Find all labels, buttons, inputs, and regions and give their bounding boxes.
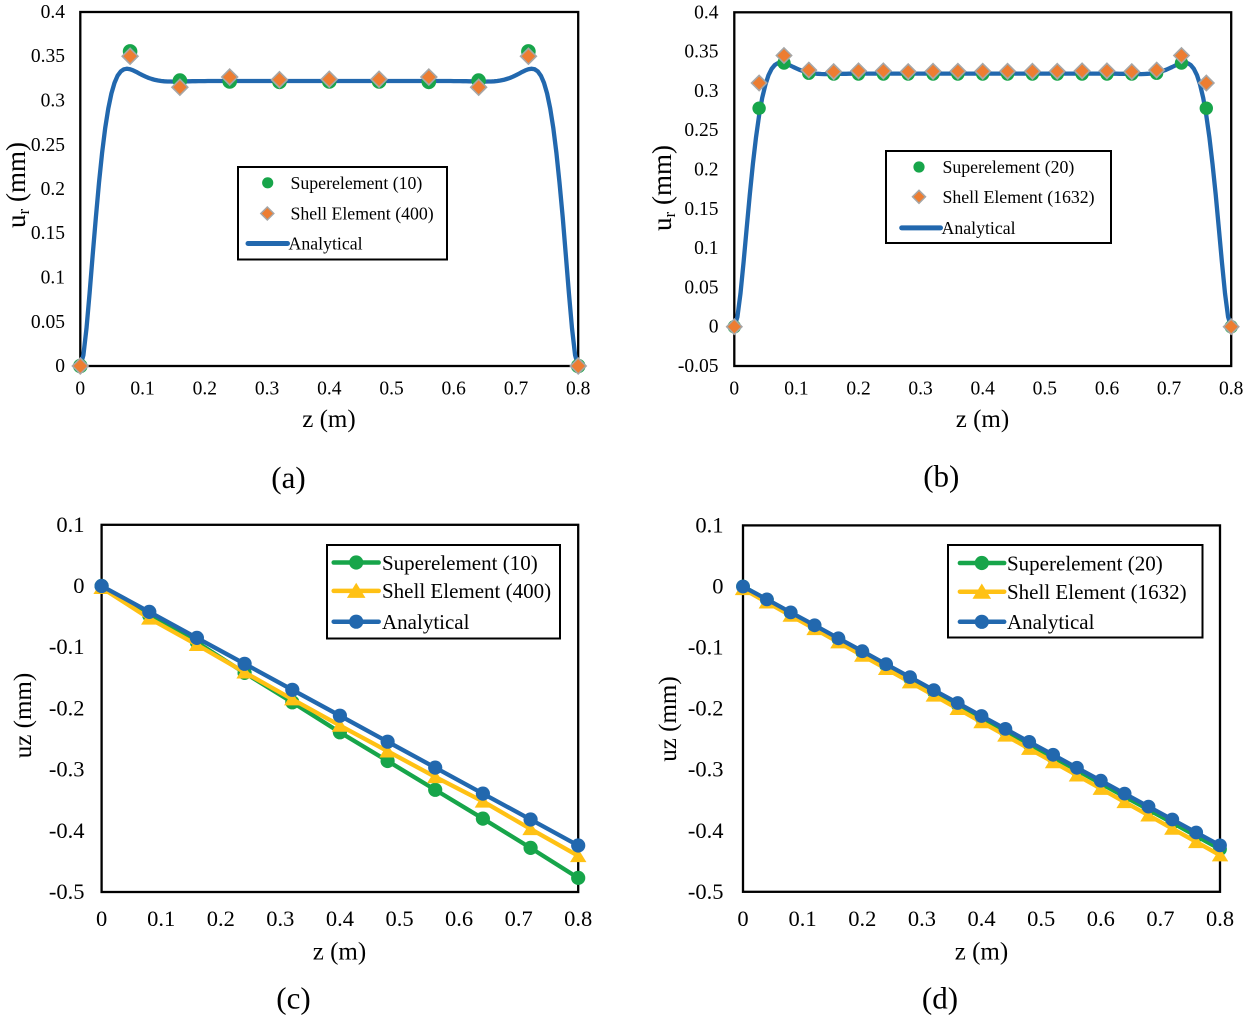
svg-text:0: 0 bbox=[737, 906, 748, 931]
svg-text:z (m): z (m) bbox=[955, 939, 1008, 966]
svg-text:-0.2: -0.2 bbox=[49, 695, 85, 720]
svg-text:Superelement (20): Superelement (20) bbox=[1007, 551, 1163, 575]
svg-text:0.05: 0.05 bbox=[31, 312, 65, 333]
svg-text:0.3: 0.3 bbox=[255, 379, 279, 400]
svg-text:uz (mm): uz (mm) bbox=[10, 673, 37, 758]
svg-text:Superelement (20): Superelement (20) bbox=[943, 157, 1075, 178]
svg-text:-0.3: -0.3 bbox=[688, 757, 724, 782]
svg-text:0: 0 bbox=[729, 379, 739, 400]
svg-text:(b): (b) bbox=[923, 459, 959, 494]
svg-text:-0.3: -0.3 bbox=[49, 757, 85, 782]
svg-text:Analytical: Analytical bbox=[382, 610, 470, 634]
svg-text:0.2: 0.2 bbox=[848, 906, 876, 931]
svg-text:ur (mm): ur (mm) bbox=[1, 142, 33, 228]
svg-text:0: 0 bbox=[55, 356, 65, 377]
svg-text:(c): (c) bbox=[276, 981, 310, 1016]
svg-text:0.1: 0.1 bbox=[784, 379, 808, 400]
svg-text:0.35: 0.35 bbox=[684, 42, 718, 63]
svg-text:0.1: 0.1 bbox=[41, 268, 65, 289]
svg-text:0: 0 bbox=[73, 573, 84, 598]
svg-text:Shell Element (1632): Shell Element (1632) bbox=[1007, 580, 1187, 604]
svg-text:-0.05: -0.05 bbox=[678, 356, 719, 377]
svg-text:0.2: 0.2 bbox=[207, 906, 235, 931]
svg-text:0.2: 0.2 bbox=[41, 179, 65, 200]
svg-text:0.1: 0.1 bbox=[695, 512, 723, 537]
svg-text:0.25: 0.25 bbox=[31, 135, 65, 156]
svg-text:z (m): z (m) bbox=[313, 939, 366, 966]
svg-text:0.25: 0.25 bbox=[684, 120, 718, 141]
svg-text:0.6: 0.6 bbox=[442, 379, 467, 400]
svg-text:0.7: 0.7 bbox=[1146, 906, 1174, 931]
svg-text:0.8: 0.8 bbox=[564, 906, 592, 931]
svg-text:0.1: 0.1 bbox=[694, 238, 718, 259]
svg-text:0.8: 0.8 bbox=[566, 379, 590, 400]
svg-text:0.5: 0.5 bbox=[1027, 906, 1055, 931]
svg-text:0.15: 0.15 bbox=[684, 199, 718, 220]
svg-text:z (m): z (m) bbox=[302, 406, 355, 433]
svg-text:0.4: 0.4 bbox=[967, 906, 995, 931]
svg-text:0.6: 0.6 bbox=[1095, 379, 1120, 400]
svg-text:0.5: 0.5 bbox=[385, 906, 413, 931]
svg-text:0.7: 0.7 bbox=[505, 906, 533, 931]
svg-text:Analytical: Analytical bbox=[1007, 610, 1095, 634]
svg-text:0.3: 0.3 bbox=[908, 379, 932, 400]
svg-text:0.4: 0.4 bbox=[326, 906, 354, 931]
svg-text:0: 0 bbox=[709, 317, 719, 338]
svg-text:0.6: 0.6 bbox=[445, 906, 473, 931]
svg-text:Analytical: Analytical bbox=[289, 234, 363, 254]
svg-text:0.4: 0.4 bbox=[971, 379, 996, 400]
svg-text:0.05: 0.05 bbox=[684, 277, 718, 298]
svg-text:-0.4: -0.4 bbox=[688, 818, 724, 843]
svg-text:0.6: 0.6 bbox=[1087, 906, 1115, 931]
svg-text:-0.1: -0.1 bbox=[688, 635, 724, 660]
svg-text:0.2: 0.2 bbox=[694, 160, 718, 181]
svg-text:uz (mm): uz (mm) bbox=[655, 676, 682, 761]
svg-text:-0.4: -0.4 bbox=[49, 818, 85, 843]
svg-text:0.7: 0.7 bbox=[504, 379, 529, 400]
svg-text:-0.5: -0.5 bbox=[688, 879, 724, 904]
svg-text:0.3: 0.3 bbox=[41, 91, 65, 112]
svg-text:Superelement (10): Superelement (10) bbox=[291, 173, 423, 194]
svg-text:(a): (a) bbox=[271, 460, 305, 495]
svg-text:-0.1: -0.1 bbox=[49, 634, 85, 659]
svg-text:0.5: 0.5 bbox=[1033, 379, 1057, 400]
svg-text:0.8: 0.8 bbox=[1206, 906, 1234, 931]
svg-text:0.1: 0.1 bbox=[56, 512, 84, 537]
svg-text:0.4: 0.4 bbox=[694, 2, 719, 23]
svg-text:0.2: 0.2 bbox=[193, 379, 217, 400]
svg-text:Superelement (10): Superelement (10) bbox=[382, 551, 538, 575]
svg-text:0.1: 0.1 bbox=[147, 906, 175, 931]
svg-text:0.4: 0.4 bbox=[41, 2, 66, 23]
svg-text:Analytical: Analytical bbox=[942, 218, 1016, 238]
svg-text:0: 0 bbox=[75, 379, 85, 400]
svg-text:0.8: 0.8 bbox=[1219, 379, 1243, 400]
svg-text:0.1: 0.1 bbox=[789, 906, 817, 931]
svg-text:0.5: 0.5 bbox=[379, 379, 403, 400]
svg-text:0.3: 0.3 bbox=[266, 906, 294, 931]
svg-text:0.35: 0.35 bbox=[31, 46, 65, 67]
svg-text:0.15: 0.15 bbox=[31, 223, 65, 244]
svg-text:0.4: 0.4 bbox=[317, 379, 342, 400]
svg-text:0: 0 bbox=[96, 906, 107, 931]
svg-text:0.1: 0.1 bbox=[130, 379, 154, 400]
svg-text:Shell Element (400): Shell Element (400) bbox=[382, 579, 551, 603]
svg-text:0.2: 0.2 bbox=[846, 379, 870, 400]
svg-text:(d): (d) bbox=[922, 981, 958, 1016]
svg-text:0.7: 0.7 bbox=[1157, 379, 1182, 400]
svg-text:Shell Element (400): Shell Element (400) bbox=[291, 204, 434, 225]
svg-text:Shell Element (1632): Shell Element (1632) bbox=[943, 187, 1095, 208]
svg-text:z (m): z (m) bbox=[956, 406, 1009, 433]
svg-text:ur (mm): ur (mm) bbox=[647, 145, 679, 231]
svg-text:0.3: 0.3 bbox=[694, 81, 718, 102]
svg-text:0: 0 bbox=[712, 574, 723, 599]
svg-text:-0.5: -0.5 bbox=[49, 879, 85, 904]
svg-text:-0.2: -0.2 bbox=[688, 696, 724, 721]
svg-text:0.3: 0.3 bbox=[908, 906, 936, 931]
